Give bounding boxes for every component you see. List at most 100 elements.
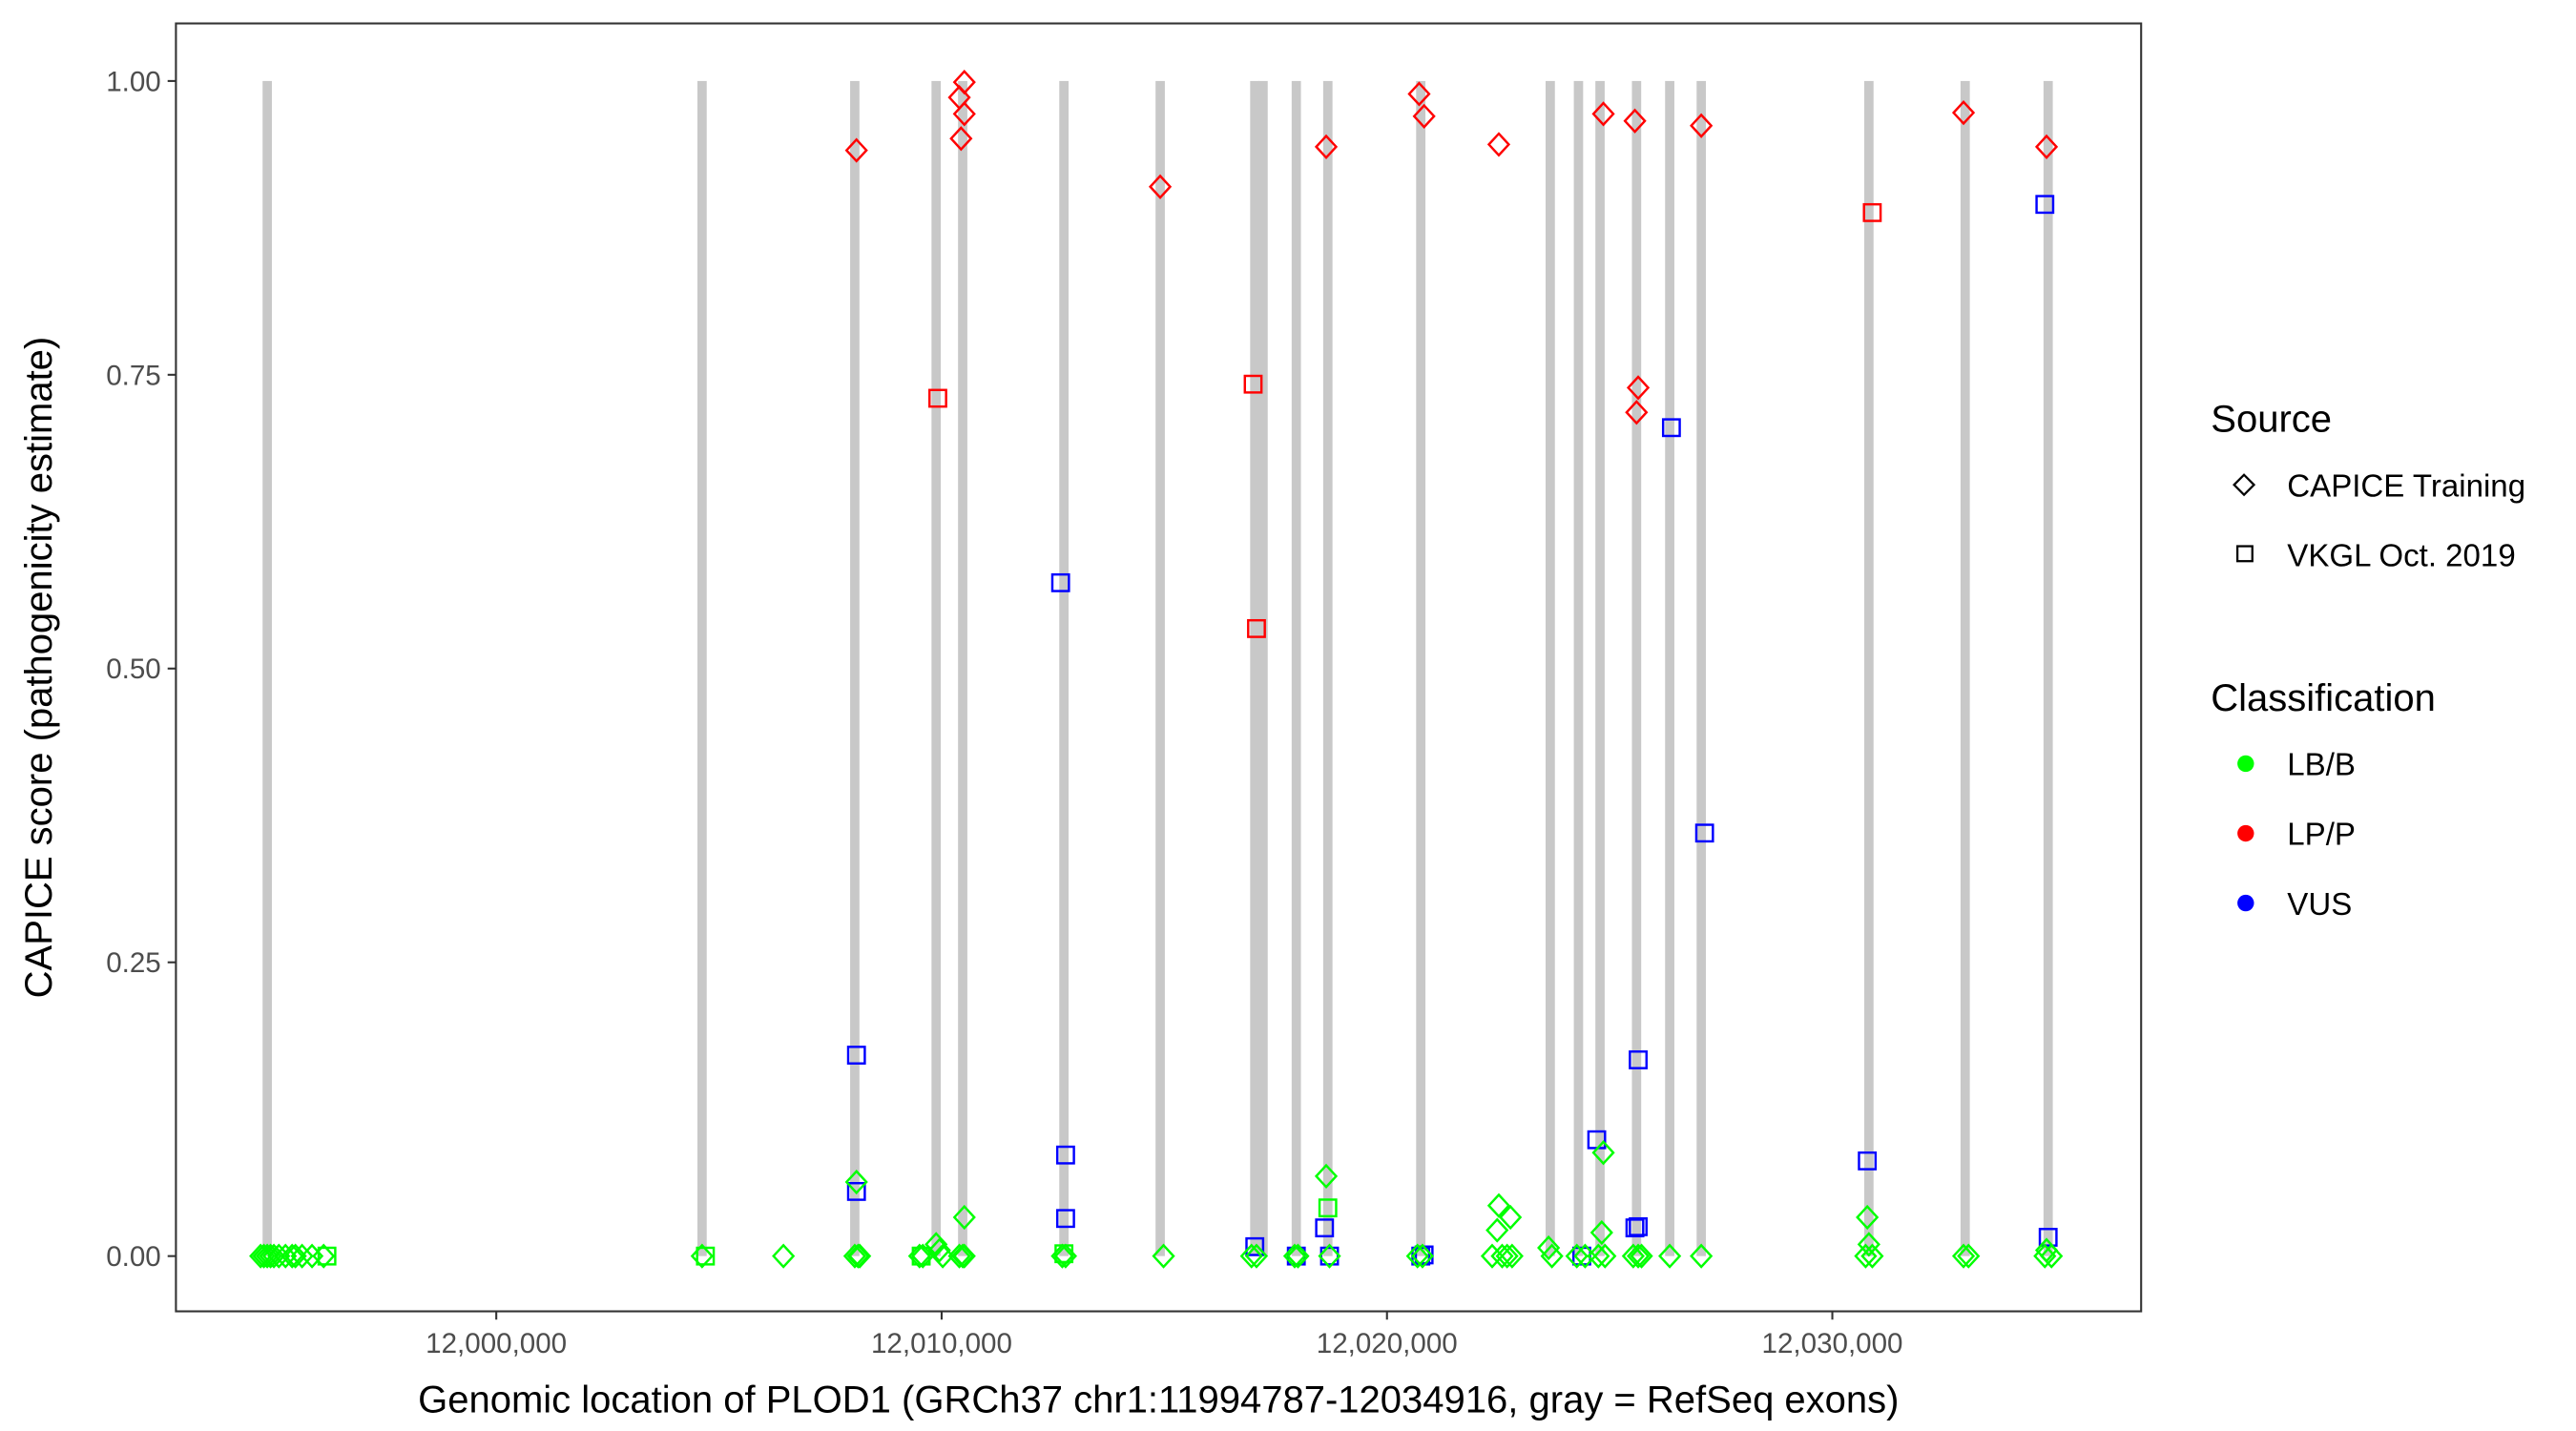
diamond-point bbox=[1500, 1243, 1524, 1269]
diamond-point bbox=[280, 1243, 304, 1269]
y-tick-label: 0.00 bbox=[106, 1241, 161, 1273]
diamond-point bbox=[283, 1243, 307, 1269]
y-tick-label: 0.25 bbox=[106, 947, 161, 979]
x-tick-label: 12,000,000 bbox=[426, 1328, 567, 1359]
diamond-point bbox=[1405, 1243, 1429, 1269]
exon-band bbox=[958, 80, 967, 1256]
diamond-point bbox=[1626, 1243, 1651, 1269]
diamond-point bbox=[2033, 1243, 2057, 1269]
diamond-point bbox=[312, 1243, 336, 1269]
diamond-point bbox=[252, 1243, 276, 1269]
diamond-point bbox=[1630, 1243, 1653, 1269]
data-points bbox=[249, 70, 2064, 1269]
diamond-point bbox=[924, 1232, 948, 1257]
square-point bbox=[928, 388, 947, 408]
diamond-point bbox=[1565, 1243, 1589, 1269]
exon-band bbox=[1960, 80, 1970, 1256]
exon-band bbox=[262, 80, 272, 1256]
y-tick-label: 0.75 bbox=[106, 360, 161, 391]
diamond-point bbox=[772, 1243, 796, 1269]
exon-band bbox=[1573, 80, 1584, 1256]
diamond-point bbox=[844, 137, 868, 163]
exon-band bbox=[1291, 80, 1301, 1256]
x-axis: 12,000,000 12,010,000 12,020,000 12,030,000 bbox=[426, 1311, 1903, 1359]
exon-band bbox=[2043, 80, 2053, 1256]
exon-band bbox=[1545, 80, 1555, 1256]
diamond-point bbox=[1152, 1243, 1175, 1269]
diamond-point bbox=[1854, 1243, 1878, 1269]
diamond-point bbox=[2040, 1243, 2064, 1269]
diamond-point bbox=[2034, 134, 2059, 159]
diamond-point bbox=[952, 1204, 976, 1231]
exon-band bbox=[1595, 80, 1605, 1256]
diamond-point bbox=[1589, 1219, 1613, 1246]
y-axis: 0.00 0.25 0.50 0.75 1.00 bbox=[106, 66, 177, 1273]
diamond-point bbox=[1480, 1243, 1505, 1269]
exon-band bbox=[931, 80, 942, 1256]
diamond-point bbox=[1499, 1204, 1523, 1231]
y-tick-label: 1.00 bbox=[106, 66, 161, 97]
exon-bands bbox=[262, 80, 2053, 1256]
square-point bbox=[1661, 418, 1681, 438]
square-point bbox=[1858, 1151, 1878, 1171]
legend-source-capice: CAPICE Training bbox=[2287, 468, 2525, 504]
square-point bbox=[1055, 1209, 1075, 1229]
diamond-point bbox=[1495, 1243, 1519, 1269]
diamond-point bbox=[274, 1243, 298, 1269]
square-point bbox=[2038, 1228, 2058, 1247]
diamond-point bbox=[1625, 400, 1649, 425]
diamond-point bbox=[1239, 1243, 1263, 1269]
diamond-point bbox=[952, 1243, 976, 1269]
diamond-point bbox=[1537, 1234, 1561, 1261]
legend-class-lbb: LB/B bbox=[2287, 748, 2356, 783]
legend-source-vkgl: VKGL Oct. 2019 bbox=[2287, 538, 2515, 573]
diamond-point bbox=[1282, 1243, 1307, 1269]
y-tick-label: 0.50 bbox=[106, 653, 161, 685]
legend-class-title: Classification bbox=[2211, 677, 2436, 719]
legend-class-lpp: LP/P bbox=[2287, 818, 2356, 853]
square-point bbox=[1245, 1236, 1265, 1256]
diamond-point bbox=[1626, 375, 1651, 401]
exon-band bbox=[1863, 80, 1874, 1256]
legend-class-vus: VUS bbox=[2287, 887, 2352, 923]
square-point bbox=[1318, 1198, 1338, 1218]
diamond-point bbox=[931, 1243, 955, 1269]
diamond-point bbox=[949, 126, 973, 152]
diamond-point bbox=[1318, 1243, 1341, 1269]
diamond-point bbox=[950, 1243, 975, 1269]
diamond-point bbox=[300, 1243, 324, 1269]
diamond-point bbox=[690, 1243, 714, 1269]
legend-source-title: Source bbox=[2211, 399, 2332, 441]
x-tick-label: 12,010,000 bbox=[871, 1328, 1012, 1359]
diamond-point bbox=[1623, 108, 1647, 134]
exon-band bbox=[1059, 80, 1070, 1256]
legend: Source CAPICE Training VKGL Oct. 2019 Cl… bbox=[2211, 399, 2525, 923]
diamond-point bbox=[1148, 174, 1173, 199]
diamond-point bbox=[1690, 113, 1714, 138]
diamond-point bbox=[1407, 81, 1431, 107]
exon-band bbox=[1250, 80, 1260, 1256]
square-point bbox=[1050, 572, 1070, 592]
diamond-point bbox=[842, 1243, 867, 1269]
diamond-point bbox=[1856, 1204, 1880, 1231]
diamond-point bbox=[290, 1243, 314, 1269]
diamond-point bbox=[1486, 132, 1511, 157]
lbb-dot-icon bbox=[2237, 755, 2254, 773]
diamond-point bbox=[844, 1169, 868, 1195]
exon-band bbox=[1258, 80, 1268, 1256]
square-point bbox=[1862, 202, 1882, 222]
diamond-point bbox=[846, 1243, 870, 1269]
x-tick-label: 12,020,000 bbox=[1317, 1328, 1458, 1359]
diamond-point bbox=[1490, 1243, 1514, 1269]
square-point bbox=[1629, 1050, 1648, 1069]
exon-band bbox=[1416, 80, 1426, 1256]
diamond-point bbox=[1860, 1243, 1884, 1269]
diamond-point bbox=[1540, 1243, 1564, 1269]
diamond-point bbox=[1410, 1243, 1435, 1269]
square-point bbox=[1247, 618, 1266, 638]
diamond-point bbox=[256, 1243, 280, 1269]
lpp-dot-icon bbox=[2237, 824, 2254, 842]
plot-panel-border bbox=[175, 22, 2143, 1313]
exon-band bbox=[696, 80, 707, 1256]
diamond-point bbox=[1957, 1243, 1981, 1269]
